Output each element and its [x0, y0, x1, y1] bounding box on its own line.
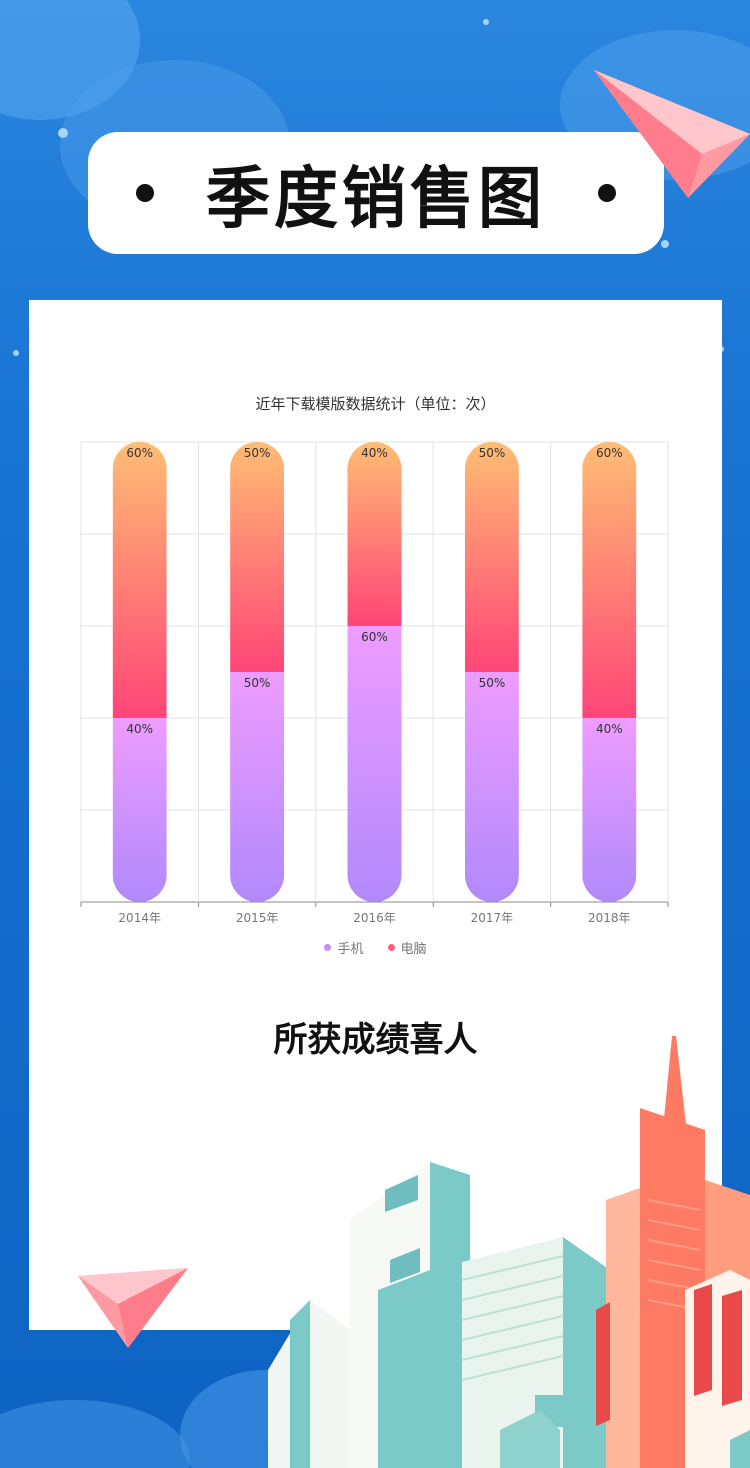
legend-label-pc: 电脑 — [400, 942, 427, 957]
bar-stack[interactable] — [464, 442, 519, 902]
chart-legend: 手机 电脑 — [29, 938, 722, 957]
paper-plane-icon — [594, 70, 750, 198]
bar-segment-pc[interactable] — [112, 442, 167, 718]
bar-segment-phone[interactable] — [112, 718, 167, 902]
data-label-phone: 50% — [479, 676, 506, 690]
data-label-phone: 50% — [244, 676, 271, 690]
stacked-bar-chart: 40% 60% 2014年 50% 50% 2015年 60% 40% 2016年 50% 50% 2… — [80, 441, 669, 925]
bar-stack[interactable] — [230, 442, 285, 902]
bar-segment-phone[interactable] — [230, 672, 285, 902]
page-title: 季度销售图 — [206, 160, 546, 239]
section-subheading: 所获成绩喜人 — [273, 1020, 478, 1060]
bar-stack[interactable] — [347, 442, 402, 902]
data-label-pc: 60% — [126, 446, 153, 460]
bar-stack[interactable] — [112, 442, 167, 902]
data-label-pc: 50% — [479, 446, 506, 460]
data-label-pc: 40% — [361, 446, 388, 460]
x-tick-label: 2017年 — [471, 911, 514, 925]
legend-label-phone: 手机 — [337, 942, 364, 957]
legend-swatch-phone — [324, 944, 332, 951]
legend-swatch-pc — [387, 944, 395, 951]
x-tick-label: 2015年 — [236, 911, 279, 925]
title-bullet-right — [598, 184, 616, 202]
data-label-phone: 40% — [126, 722, 153, 736]
title-bullet-left — [136, 184, 154, 202]
legend-item-phone[interactable]: 手机 — [324, 938, 364, 957]
content-card: 近年下载模版数据统计（单位：次） 40% 60% 2014年 50% 50% 2015年 6… — [29, 300, 722, 1330]
x-tick-label: 2014年 — [118, 911, 161, 925]
bar-stack[interactable] — [582, 442, 637, 902]
data-label-phone: 40% — [596, 722, 623, 736]
bar-segment-phone[interactable] — [347, 626, 402, 902]
bar-segment-phone[interactable] — [464, 672, 519, 902]
x-tick-label: 2016年 — [353, 911, 396, 925]
data-label-pc: 50% — [244, 446, 271, 460]
title-banner: 季度销售图 — [88, 132, 664, 254]
sparkle-dot — [661, 240, 669, 248]
sparkle-dot — [483, 19, 489, 25]
chart-title: 近年下载模版数据统计（单位：次） — [255, 395, 496, 413]
legend-item-pc[interactable]: 电脑 — [387, 938, 427, 957]
bar-segment-phone[interactable] — [582, 718, 637, 902]
data-label-pc: 60% — [596, 446, 623, 460]
bar-segment-pc[interactable] — [582, 442, 637, 718]
x-tick-label: 2018年 — [588, 911, 631, 925]
paper-plane-small-icon — [78, 1268, 188, 1348]
data-label-phone: 60% — [361, 630, 388, 644]
sparkle-dot — [58, 128, 68, 138]
bar-segment-pc[interactable] — [347, 442, 402, 626]
bar-segment-pc[interactable] — [230, 442, 285, 672]
bar-segment-pc[interactable] — [464, 442, 519, 672]
sparkle-dot — [13, 350, 19, 356]
